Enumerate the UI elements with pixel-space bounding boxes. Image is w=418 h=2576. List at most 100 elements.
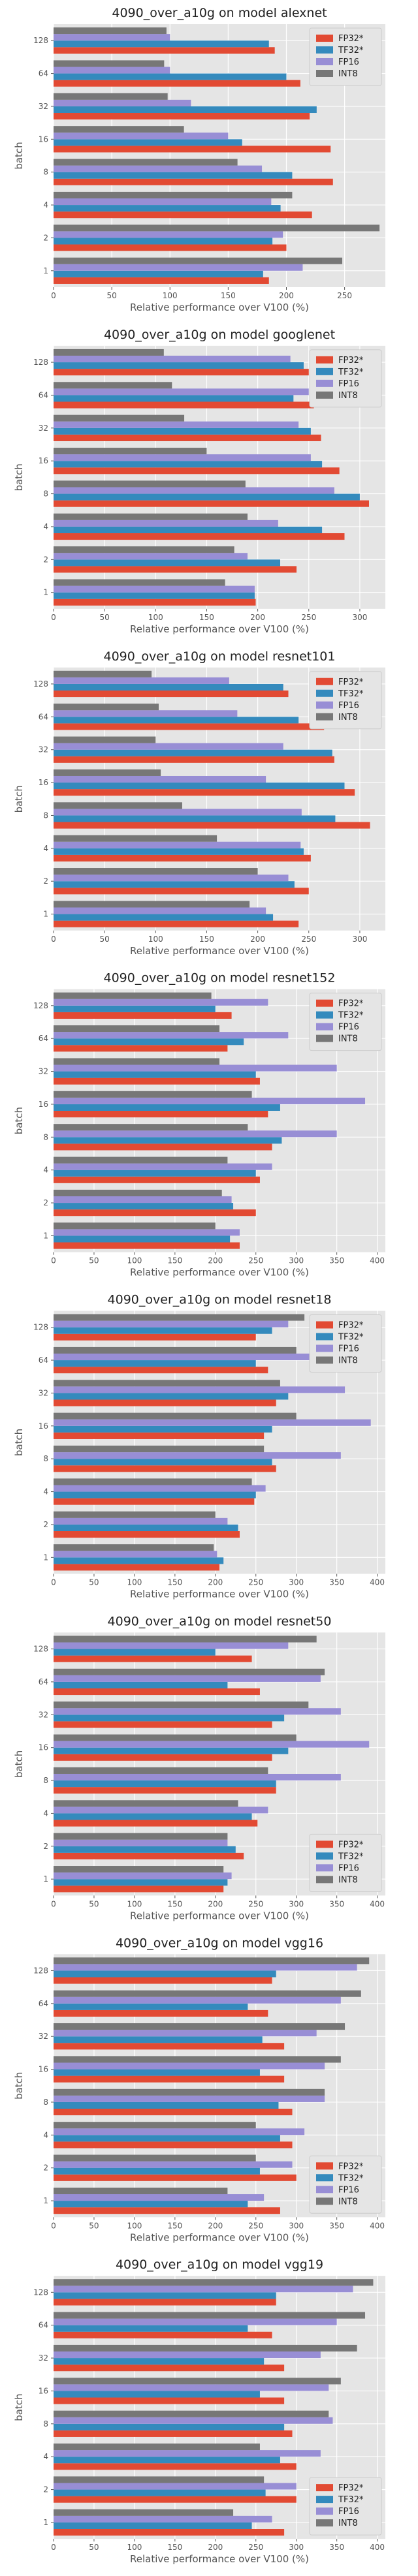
y-tick-label: 64 xyxy=(39,69,48,78)
x-tick-label: 100 xyxy=(127,1256,142,1265)
bar-fp16 xyxy=(54,2515,272,2522)
x-tick-label: 250 xyxy=(301,613,316,622)
bar-tf32 xyxy=(54,1747,289,1754)
x-tick-label: 100 xyxy=(163,291,178,300)
y-tick-label: 1 xyxy=(43,1874,48,1884)
x-tick-label: 150 xyxy=(167,1899,182,1908)
bar-int8 xyxy=(54,1511,216,1518)
y-tick-label: 64 xyxy=(39,1034,48,1043)
y-tick-label: 4 xyxy=(43,200,48,209)
x-tick-label: 100 xyxy=(148,613,163,622)
bar-int8 xyxy=(54,480,246,488)
bar-fp32 xyxy=(54,2430,293,2437)
y-tick-label: 64 xyxy=(39,390,48,399)
bar-fp32 xyxy=(54,434,321,441)
x-tick-label: 200 xyxy=(208,2543,223,2552)
x-tick-label: 50 xyxy=(89,1578,99,1587)
legend-swatch xyxy=(316,713,333,721)
bar-int8 xyxy=(54,1990,361,1997)
legend-swatch xyxy=(316,2197,333,2205)
bar-tf32 xyxy=(54,1649,216,1656)
x-tick-label: 0 xyxy=(51,1578,56,1587)
bar-fp32 xyxy=(54,1977,272,1984)
legend-swatch xyxy=(316,2186,333,2194)
legend-label: FP32* xyxy=(338,1840,364,1850)
x-tick-label: 300 xyxy=(289,2543,304,2552)
chart-panel-3: 4090_over_a10g on model resnet101 0 50 100 1… xyxy=(13,649,385,957)
legend-label: TF32* xyxy=(338,2495,364,2505)
x-tick-label: 50 xyxy=(106,291,116,300)
bar-fp16 xyxy=(54,1196,232,1203)
bar-fp16 xyxy=(54,1872,232,1880)
bar-int8 xyxy=(54,2312,366,2319)
bar-int8 xyxy=(54,769,161,776)
bar-fp16 xyxy=(54,1741,370,1748)
legend-swatch xyxy=(316,701,333,709)
x-tick-label: 50 xyxy=(89,2221,99,2230)
bar-fp16 xyxy=(54,677,229,684)
x-tick-label: 50 xyxy=(100,613,110,622)
x-tick-label: 150 xyxy=(199,935,214,944)
y-tick-label: 16 xyxy=(39,1743,48,1752)
bar-fp16 xyxy=(54,1485,266,1492)
bar-fp32 xyxy=(54,467,340,474)
bar-tf32 xyxy=(54,1393,289,1400)
x-tick-label: 0 xyxy=(51,2221,56,2230)
bar-fp16 xyxy=(54,1964,357,1971)
bar-fp16 xyxy=(54,1517,228,1525)
legend-label: TF32* xyxy=(338,1852,364,1861)
bar-fp32 xyxy=(54,2174,297,2181)
legend-label: INT8 xyxy=(338,2519,358,2528)
bar-fp16 xyxy=(54,2351,321,2359)
bar-int8 xyxy=(54,1866,224,1873)
x-tick-label: 200 xyxy=(208,1256,223,1265)
y-axis-label: batch xyxy=(13,1429,25,1456)
bar-fp32 xyxy=(54,1820,258,1827)
y-tick-label: 128 xyxy=(33,36,48,45)
x-tick-label: 250 xyxy=(337,291,352,300)
y-tick-label: 8 xyxy=(43,1776,48,1785)
legend-swatch xyxy=(316,46,333,54)
y-tick-label: 128 xyxy=(33,1001,48,1010)
bar-int8 xyxy=(54,2187,228,2194)
x-tick-label: 350 xyxy=(329,1578,344,1587)
chart-title: 4090_over_a10g on model resnet18 xyxy=(108,1293,332,1307)
y-tick-label: 128 xyxy=(33,1966,48,1975)
bar-fp16 xyxy=(54,743,283,750)
bar-int8 xyxy=(54,1058,219,1065)
bar-int8 xyxy=(54,2056,341,2063)
x-axis-label: Relative performance over V100 (%) xyxy=(130,623,309,635)
chart-title: 4090_over_a10g on model vgg19 xyxy=(116,2258,323,2272)
bar-tf32 xyxy=(54,1005,216,1012)
bar-tf32 xyxy=(54,2003,248,2010)
y-tick-label: 1 xyxy=(43,1231,48,1240)
y-tick-label: 1 xyxy=(43,2196,48,2205)
legend-swatch xyxy=(316,367,333,375)
bar-tf32 xyxy=(54,1104,280,1111)
bar-fp32 xyxy=(54,854,311,861)
bar-fp16 xyxy=(54,2095,325,2102)
legend-label: TF32* xyxy=(338,689,364,699)
x-tick-label: 350 xyxy=(329,1256,344,1265)
x-tick-label: 150 xyxy=(167,2221,182,2230)
bar-tf32 xyxy=(54,1970,276,1978)
legend-swatch xyxy=(316,2484,333,2492)
legend-label: TF32* xyxy=(338,367,364,377)
x-tick-label: 300 xyxy=(289,1578,304,1587)
x-tick-label: 400 xyxy=(370,2221,385,2230)
x-tick-label: 150 xyxy=(167,1578,182,1587)
bar-int8 xyxy=(54,2088,325,2096)
y-tick-label: 64 xyxy=(39,1677,48,1686)
bar-tf32 xyxy=(54,205,281,212)
bar-fp16 xyxy=(54,2483,297,2490)
bar-fp32 xyxy=(54,1754,272,1761)
bar-int8 xyxy=(54,1189,222,1196)
bar-fp16 xyxy=(54,2161,293,2168)
y-tick-label: 8 xyxy=(43,2098,48,2107)
bar-tf32 xyxy=(54,881,295,888)
bar-tf32 xyxy=(54,1780,276,1788)
y-tick-label: 2 xyxy=(43,233,48,242)
bar-fp16 xyxy=(54,1097,366,1104)
y-tick-label: 4 xyxy=(43,1487,48,1497)
